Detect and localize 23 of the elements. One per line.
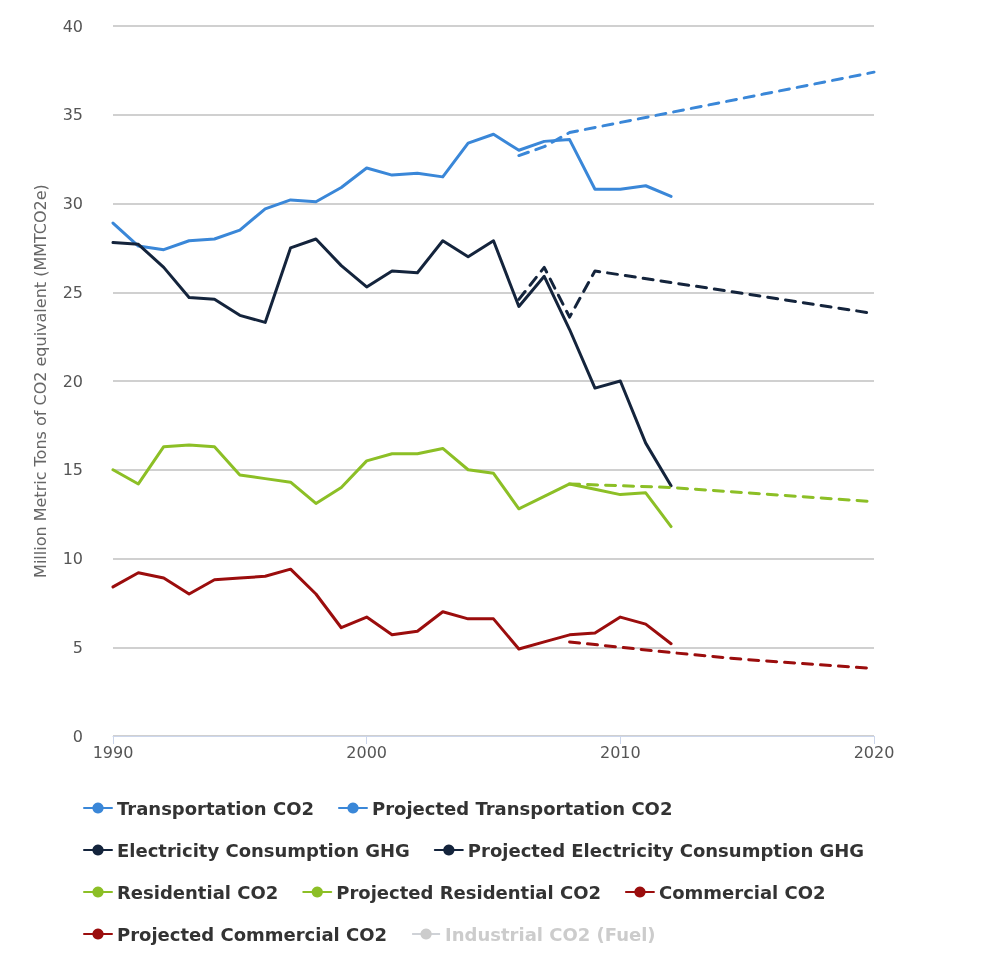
y-tick-label: 5 [72, 637, 83, 657]
y-tick-label: 40 [62, 16, 83, 36]
y-axis-title: Million Metric Tons of CO2 equivalent (MMTCO2e) [30, 184, 50, 578]
legend-label: Projected Commercial CO2 [117, 923, 388, 945]
legend-label: Transportation CO2 [117, 797, 314, 819]
y-tick-label: 30 [62, 194, 83, 213]
y-tick-label: 15 [62, 460, 83, 480]
y-tick-label: 0 [72, 726, 83, 746]
x-tick-label: 1990 [92, 742, 134, 762]
y-tick-label: 25 [62, 282, 83, 302]
legend-label: Projected Residential CO2 [336, 881, 601, 903]
legend-label: Residential CO2 [117, 881, 279, 903]
x-tick-label: 2010 [599, 742, 641, 762]
x-tick-label: 2000 [346, 742, 388, 762]
y-tick-label: 20 [62, 371, 83, 391]
line-series [111, 567, 673, 651]
legend-label: Projected Electricity Consumption GHG [467, 839, 865, 861]
y-tick-label: 35 [62, 105, 83, 125]
legend-label: Commercial CO2 [658, 881, 826, 903]
x-tick-label: 2020 [853, 742, 895, 762]
legend-label: Electricity Consumption GHG [117, 839, 410, 861]
y-tick-label: 10 [62, 549, 83, 568]
legend-label: Projected Transportation CO2 [371, 797, 673, 819]
